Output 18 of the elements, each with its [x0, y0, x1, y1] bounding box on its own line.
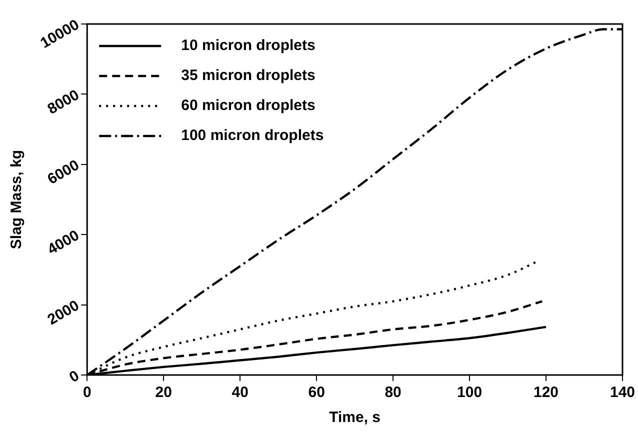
y-tick-label: 4000 [44, 226, 82, 258]
y-tick-label: 6000 [44, 156, 82, 188]
y-axis-title: Slag Mass, kg [8, 150, 26, 250]
legend-label: 60 micron droplets [181, 97, 316, 114]
legend-label: 35 micron droplets [181, 67, 316, 84]
y-tick-label: 8000 [44, 86, 82, 118]
y-tick-label: 2000 [44, 297, 82, 329]
x-tick-label: 140 [610, 384, 635, 402]
y-tick-label: 0 [66, 367, 82, 386]
x-tick-label: 40 [232, 384, 248, 402]
x-tick-label: 20 [155, 384, 172, 402]
x-tick-label: 80 [384, 384, 402, 402]
legend-label: 10 micron droplets [181, 37, 316, 54]
x-axis-title: Time, s [329, 409, 381, 426]
legend-label: 100 micron droplets [181, 127, 324, 144]
x-tick-label: 120 [533, 384, 559, 402]
x-tick-label: 100 [457, 384, 482, 402]
x-tick-label: 60 [308, 384, 325, 402]
